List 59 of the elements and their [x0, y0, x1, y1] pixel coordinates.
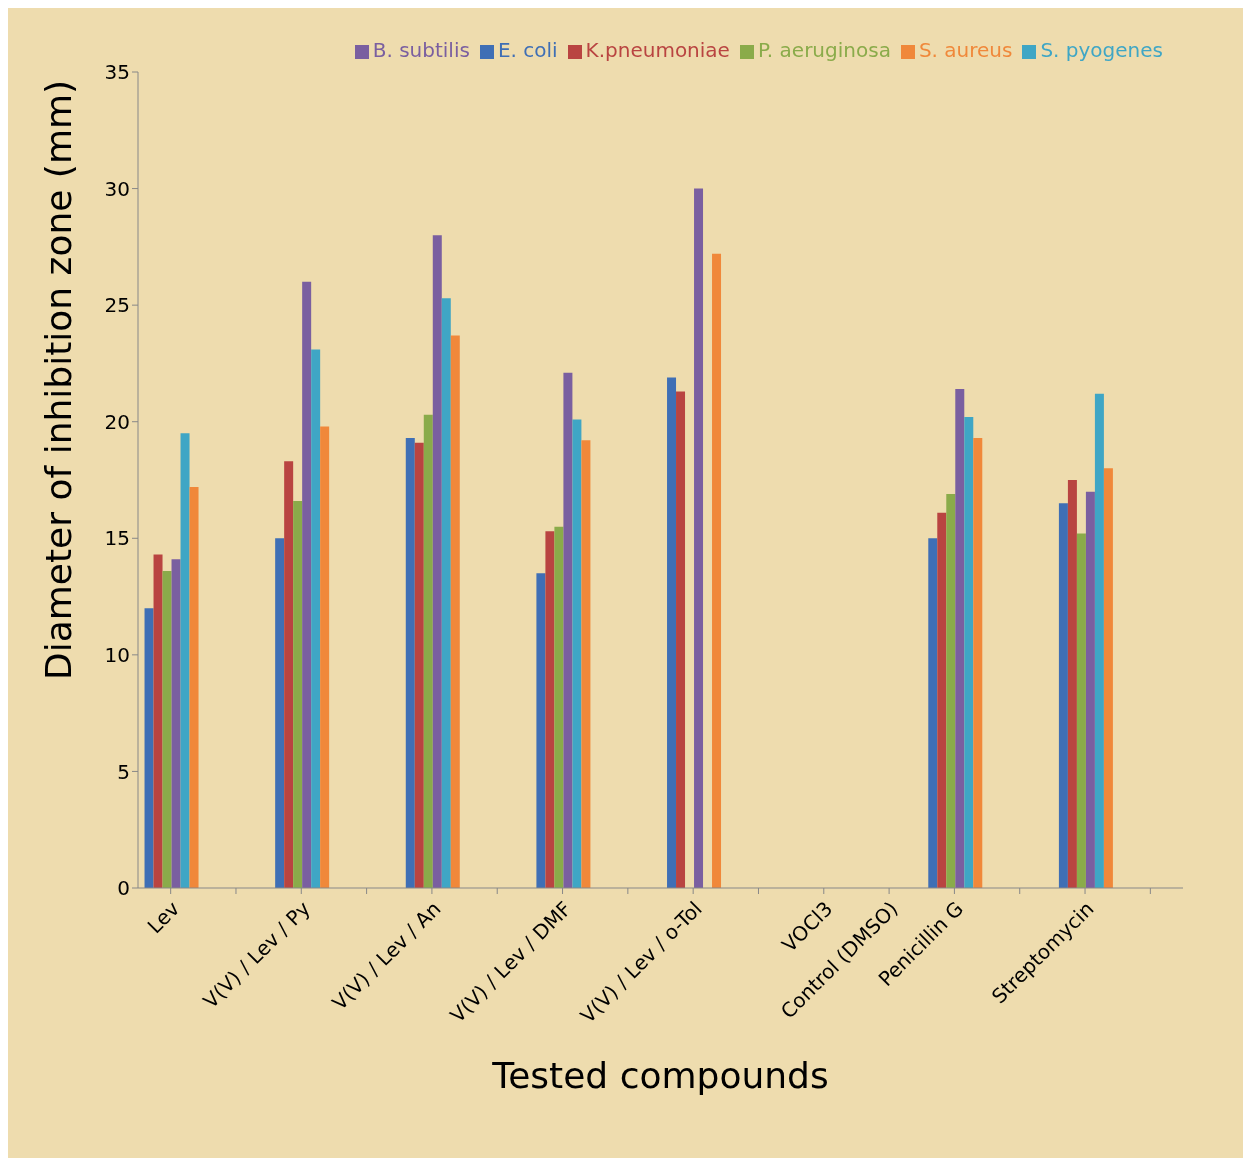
bar [293, 500, 303, 888]
bar [180, 433, 190, 888]
bar [144, 608, 154, 888]
bar [1085, 491, 1095, 888]
bar [441, 298, 451, 888]
bar [554, 526, 564, 888]
y-tick-label: 10 [104, 642, 130, 667]
bar [275, 538, 285, 888]
bar [946, 493, 956, 888]
legend-label: E. coli [497, 38, 558, 62]
bar [153, 554, 163, 888]
bar [189, 486, 199, 888]
bar [536, 573, 546, 888]
bar [405, 438, 415, 888]
bar [1076, 533, 1086, 888]
y-tick-label: 25 [104, 293, 130, 318]
bar [545, 531, 555, 888]
bar [1103, 468, 1113, 888]
bar [928, 538, 938, 888]
bar [667, 377, 677, 888]
bar [1058, 503, 1068, 888]
bar [423, 414, 433, 888]
bar [563, 372, 573, 888]
legend-label: P. aeruginosa [757, 38, 891, 62]
bar [320, 426, 330, 888]
bar [432, 235, 442, 888]
legend-label: S. aureus [918, 38, 1013, 62]
y-tick-label: 15 [104, 526, 130, 551]
bar [937, 512, 947, 888]
x-axis-title: Tested compounds [491, 1055, 829, 1096]
bar [964, 417, 974, 888]
bar [302, 281, 312, 888]
bar [712, 253, 722, 888]
bar [694, 188, 704, 888]
bar [162, 570, 172, 888]
bar [284, 461, 294, 888]
bar [1067, 480, 1077, 888]
legend-label: K.pneumoniae [585, 38, 730, 62]
bar [450, 335, 460, 888]
bar [414, 442, 424, 888]
bar [581, 440, 591, 888]
bar [311, 349, 321, 888]
bar [973, 438, 983, 888]
y-axis-title: Diameter of inhibition zone (mm) [37, 79, 79, 680]
legend-label: S. pyogenes [1040, 38, 1163, 62]
bar [572, 419, 582, 888]
x-tick-label: Lev [142, 896, 185, 939]
x-tick-label: V(V) / Lev / An [327, 896, 446, 1015]
y-tick-label: 5 [117, 759, 130, 784]
y-tick-label: 20 [104, 409, 130, 434]
y-tick-label: 0 [117, 876, 130, 901]
legend-label: B. subtilis [372, 38, 470, 62]
y-tick-label: 30 [104, 176, 130, 201]
x-tick-label: V(V) / Lev / Py [198, 896, 315, 1014]
y-tick-label: 35 [104, 60, 130, 85]
bar [171, 559, 181, 888]
bar [676, 391, 686, 888]
bar [955, 389, 965, 888]
bar [1094, 393, 1104, 888]
